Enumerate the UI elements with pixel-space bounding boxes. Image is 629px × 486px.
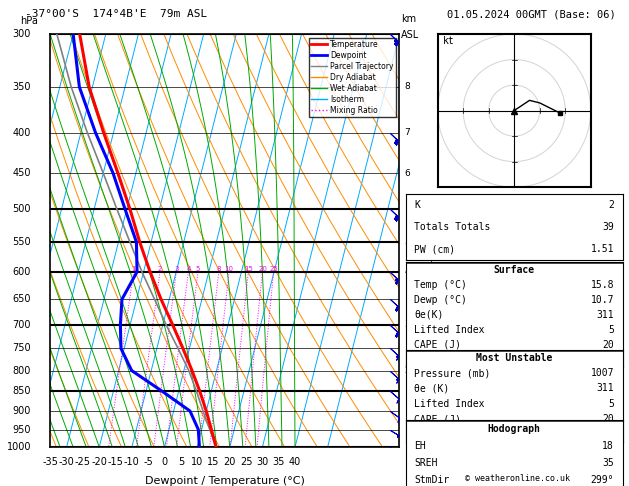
Text: 0: 0	[608, 430, 614, 439]
Text: -15: -15	[108, 457, 123, 468]
Text: 25: 25	[240, 457, 252, 468]
Text: K: K	[415, 200, 420, 210]
Text: 299°: 299°	[591, 475, 614, 485]
Text: CAPE (J): CAPE (J)	[415, 340, 462, 349]
Text: km: km	[401, 14, 416, 24]
Text: CAPE (J): CAPE (J)	[415, 414, 462, 424]
Text: 1.51: 1.51	[591, 244, 614, 254]
Text: CIN (J): CIN (J)	[415, 430, 455, 439]
Text: 25: 25	[269, 266, 278, 272]
Text: 35: 35	[603, 458, 614, 468]
Text: 20: 20	[223, 457, 236, 468]
Text: CIN (J): CIN (J)	[415, 354, 455, 364]
Text: Surface: Surface	[494, 265, 535, 275]
Text: 1007: 1007	[591, 368, 614, 378]
Text: 10: 10	[191, 457, 203, 468]
Text: 311: 311	[596, 383, 614, 393]
Text: 3: 3	[174, 266, 179, 272]
Text: -30: -30	[58, 457, 74, 468]
Text: 600: 600	[13, 267, 31, 277]
Text: hPa: hPa	[20, 16, 38, 26]
Text: kt: kt	[443, 36, 455, 46]
Text: 15: 15	[208, 457, 220, 468]
Text: 20: 20	[603, 414, 614, 424]
Text: 10.7: 10.7	[591, 295, 614, 305]
Text: 01.05.2024 00GMT (Base: 06): 01.05.2024 00GMT (Base: 06)	[447, 9, 616, 19]
Text: 2: 2	[608, 200, 614, 210]
Text: 400: 400	[13, 128, 31, 138]
Text: 5: 5	[608, 325, 614, 335]
Text: 2: 2	[158, 266, 162, 272]
Legend: Temperature, Dewpoint, Parcel Trajectory, Dry Adiabat, Wet Adiabat, Isotherm, Mi: Temperature, Dewpoint, Parcel Trajectory…	[309, 38, 396, 117]
Text: 10: 10	[225, 266, 233, 272]
Text: 8: 8	[404, 83, 410, 91]
Text: 1000: 1000	[7, 442, 31, 452]
Text: 550: 550	[13, 237, 31, 247]
Text: -5: -5	[143, 457, 153, 468]
Text: 1: 1	[131, 266, 136, 272]
Text: PW (cm): PW (cm)	[415, 244, 455, 254]
Text: StmDir: StmDir	[415, 475, 450, 485]
Text: 450: 450	[13, 168, 31, 178]
Text: 35: 35	[272, 457, 285, 468]
Text: Totals Totals: Totals Totals	[415, 222, 491, 232]
Text: Mixing Ratio (g/kg): Mixing Ratio (g/kg)	[430, 201, 439, 280]
Text: 20: 20	[603, 340, 614, 349]
Text: ASL: ASL	[401, 30, 420, 40]
Text: 15: 15	[244, 266, 253, 272]
Text: 4: 4	[404, 267, 410, 277]
Text: SREH: SREH	[415, 458, 438, 468]
Text: 950: 950	[13, 424, 31, 434]
Text: 311: 311	[596, 310, 614, 320]
Text: 900: 900	[13, 406, 31, 416]
Text: -35: -35	[42, 457, 58, 468]
Text: Dewpoint / Temperature (°C): Dewpoint / Temperature (°C)	[145, 476, 305, 486]
Text: Lifted Index: Lifted Index	[415, 325, 485, 335]
Text: 18: 18	[603, 441, 614, 451]
Text: 30: 30	[256, 457, 269, 468]
Text: 5: 5	[178, 457, 184, 468]
Text: 4: 4	[186, 266, 191, 272]
Text: © weatheronline.co.uk: © weatheronline.co.uk	[465, 474, 569, 483]
Text: 850: 850	[13, 386, 31, 397]
Text: Most Unstable: Most Unstable	[476, 353, 552, 363]
Text: 40: 40	[289, 457, 301, 468]
Text: 7: 7	[404, 128, 410, 137]
Text: 2: 2	[404, 366, 410, 375]
Text: 650: 650	[13, 295, 31, 304]
Text: 700: 700	[13, 320, 31, 330]
Text: 6: 6	[404, 169, 410, 178]
Text: 5: 5	[404, 238, 410, 246]
Text: -25: -25	[75, 457, 91, 468]
Text: 8: 8	[216, 266, 221, 272]
Text: 20: 20	[258, 266, 267, 272]
Text: EH: EH	[415, 441, 426, 451]
Text: 0: 0	[608, 354, 614, 364]
Text: 3: 3	[404, 320, 410, 329]
Text: 1: 1	[404, 406, 410, 416]
Text: 0: 0	[162, 457, 167, 468]
Text: 800: 800	[13, 365, 31, 376]
Text: 500: 500	[13, 204, 31, 214]
Text: -37°00'S  174°4B'E  79m ASL: -37°00'S 174°4B'E 79m ASL	[25, 9, 208, 19]
Text: 5: 5	[196, 266, 200, 272]
Text: 15.8: 15.8	[591, 280, 614, 290]
Text: 750: 750	[13, 344, 31, 353]
Text: -10: -10	[124, 457, 140, 468]
Text: 5: 5	[608, 399, 614, 409]
Text: Pressure (mb): Pressure (mb)	[415, 368, 491, 378]
Text: LCL: LCL	[404, 425, 421, 434]
Text: 39: 39	[603, 222, 614, 232]
Text: 300: 300	[13, 29, 31, 39]
Text: Lifted Index: Lifted Index	[415, 399, 485, 409]
Text: θe(K): θe(K)	[415, 310, 444, 320]
Text: θe (K): θe (K)	[415, 383, 450, 393]
Text: -20: -20	[91, 457, 107, 468]
Text: Hodograph: Hodograph	[487, 424, 541, 434]
Text: Temp (°C): Temp (°C)	[415, 280, 467, 290]
Text: 350: 350	[13, 82, 31, 92]
Text: Dewp (°C): Dewp (°C)	[415, 295, 467, 305]
